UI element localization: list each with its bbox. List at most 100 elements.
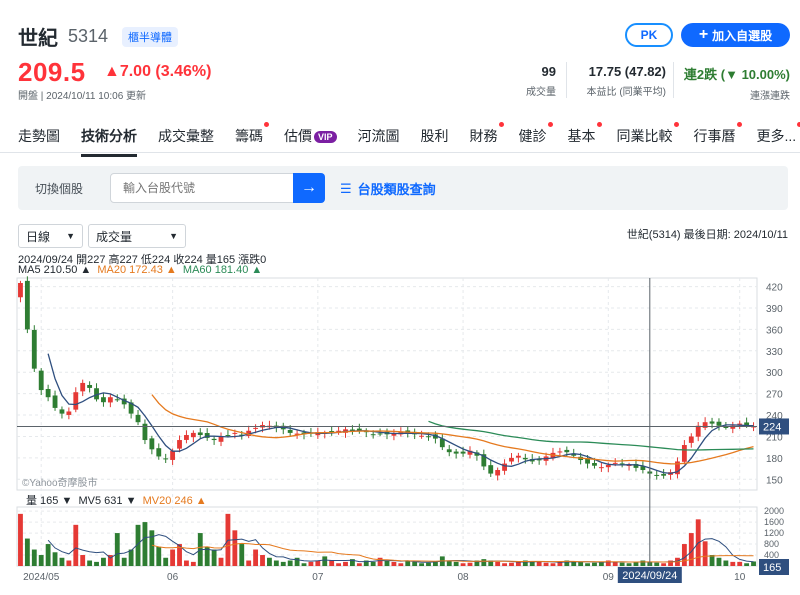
volume-bar bbox=[114, 533, 120, 566]
candle-body bbox=[391, 432, 397, 436]
volume-bar bbox=[31, 549, 37, 566]
tab-river[interactable]: 河流圖 bbox=[358, 126, 400, 157]
volume-bar bbox=[329, 560, 335, 566]
tab-more[interactable]: 更多... bbox=[757, 122, 800, 157]
arrow-right-icon: → bbox=[301, 179, 317, 196]
candle-body bbox=[522, 457, 528, 460]
volume-bar bbox=[149, 530, 155, 566]
tab-label: 估價 bbox=[284, 128, 312, 144]
volume-bar bbox=[45, 544, 51, 566]
tab-peers[interactable]: 同業比較 bbox=[617, 122, 679, 157]
pk-button[interactable]: PK bbox=[625, 23, 673, 47]
crosshair-date-tag bbox=[617, 567, 682, 583]
stat-label: 本益比 (同業平均) bbox=[586, 87, 666, 98]
candle-body bbox=[557, 451, 563, 453]
tab-calendar[interactable]: 行事曆 bbox=[694, 122, 742, 157]
time-tick-label: 07 bbox=[312, 572, 324, 583]
mv20-line bbox=[151, 542, 754, 563]
volume-bar bbox=[571, 561, 577, 566]
volume-bar bbox=[633, 561, 639, 566]
candle-body bbox=[460, 451, 466, 454]
volume-bar bbox=[709, 555, 715, 566]
candle-body bbox=[654, 474, 660, 476]
sector-query-link[interactable]: ☰ 台股類股查詢 bbox=[340, 179, 436, 198]
tab-basic[interactable]: 基本 bbox=[568, 122, 602, 157]
candle-body bbox=[702, 422, 708, 428]
list-icon: ☰ bbox=[340, 180, 352, 196]
tab-trades[interactable]: 成交彙整 bbox=[158, 126, 214, 157]
candle-body bbox=[744, 422, 750, 426]
volume-bar bbox=[536, 561, 542, 566]
candle-body bbox=[101, 397, 106, 403]
candle-body bbox=[135, 414, 141, 423]
period-select[interactable]: 日線 ▼ bbox=[18, 224, 83, 248]
stock-search-input[interactable] bbox=[110, 173, 294, 203]
candle-body bbox=[94, 388, 99, 400]
tab-technical[interactable]: 技術分析 bbox=[81, 126, 137, 157]
volume-bar bbox=[267, 557, 272, 566]
mv5-readout: MV5 631 ▼ bbox=[78, 495, 137, 507]
candle-body bbox=[80, 382, 86, 392]
volume-bar bbox=[744, 563, 750, 566]
candle-body bbox=[688, 436, 694, 443]
tab-label: 技術分析 bbox=[81, 128, 137, 144]
volume-bar bbox=[529, 561, 535, 566]
stat-label: 連漲連跌 bbox=[750, 91, 790, 102]
volume-bar bbox=[495, 561, 501, 566]
volume-bar bbox=[453, 561, 459, 566]
volume-bar bbox=[578, 561, 584, 566]
tab-trend[interactable]: 走勢圖 bbox=[18, 126, 60, 157]
time-tick-label: 09 bbox=[603, 572, 615, 583]
volume-bar bbox=[592, 562, 597, 566]
tab-finance[interactable]: 財務 bbox=[470, 122, 504, 157]
candle-body bbox=[24, 280, 30, 330]
tab-dividend[interactable]: 股利 bbox=[421, 126, 449, 157]
volume-bar bbox=[301, 563, 307, 566]
indicator-select[interactable]: 成交量 ▼ bbox=[88, 224, 186, 248]
period-value: 日線 bbox=[26, 229, 51, 244]
candle-body bbox=[481, 454, 487, 467]
candle-body bbox=[177, 440, 182, 449]
volume-bar bbox=[737, 561, 743, 566]
volume-bar bbox=[730, 561, 736, 566]
volume-bar bbox=[688, 533, 694, 566]
volume-bar bbox=[246, 560, 252, 566]
add-to-watchlist-button[interactable]: + 加入自選股 bbox=[681, 23, 790, 47]
volume-bar bbox=[370, 561, 376, 566]
candle-body bbox=[633, 463, 639, 468]
candle-body bbox=[723, 426, 729, 428]
candle-body bbox=[170, 450, 176, 460]
volume-bar bbox=[273, 560, 279, 566]
volume-bar bbox=[128, 549, 134, 566]
price-tick-label: 270 bbox=[766, 390, 783, 401]
crosshair-price-tag bbox=[759, 418, 789, 435]
candle-body bbox=[488, 465, 494, 474]
volume-bar bbox=[426, 562, 431, 566]
volume-bar bbox=[343, 561, 348, 566]
tab-valuation[interactable]: 估價 VIP bbox=[284, 126, 337, 157]
notification-dot bbox=[673, 122, 679, 127]
candle-body bbox=[73, 392, 79, 410]
candle-body bbox=[211, 438, 217, 441]
search-submit-button[interactable]: → bbox=[293, 173, 325, 203]
tab-chips[interactable]: 籌碼 bbox=[235, 122, 269, 157]
volume-tick-label: 2000 bbox=[764, 506, 784, 516]
volume-bar bbox=[177, 544, 182, 566]
tab-health[interactable]: 健診 bbox=[519, 122, 553, 157]
volume-bar bbox=[654, 562, 660, 566]
industry-badge[interactable]: 櫃半導體 bbox=[122, 26, 179, 47]
volume-bar bbox=[619, 562, 625, 566]
volume-bar bbox=[488, 560, 494, 566]
volume-bar bbox=[405, 560, 411, 566]
stat-label: 成交量 bbox=[526, 87, 556, 98]
ma20-readout: MA20 172.43 ▲ bbox=[97, 264, 177, 276]
candle-body bbox=[142, 423, 148, 441]
volume-bar bbox=[681, 544, 687, 566]
stock-code: 5314 bbox=[68, 26, 109, 46]
tab-label: 成交彙整 bbox=[158, 128, 214, 144]
volume-bar bbox=[308, 561, 314, 566]
volume-bar bbox=[384, 560, 390, 566]
volume-bar bbox=[294, 557, 300, 566]
time-tick-label: 2024/05 bbox=[23, 572, 60, 583]
